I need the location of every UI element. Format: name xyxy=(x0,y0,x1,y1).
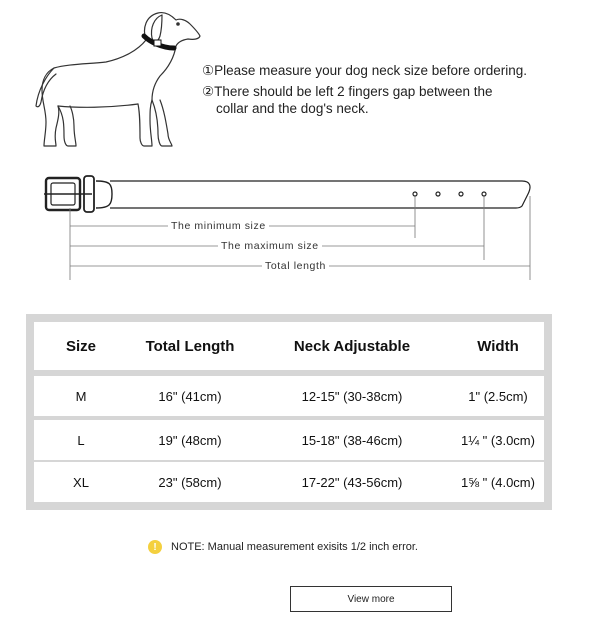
size-cell: L xyxy=(77,432,85,448)
instruction-line-1: ①Please measure your dog neck size befor… xyxy=(202,63,528,78)
instruction-line-3: collar and the dog's neck. xyxy=(216,101,369,116)
table-row: M 16" (41cm) 12-15" (30-38cm) 1" (2.5cm) xyxy=(34,376,544,416)
measurement-note: ! NOTE: Manual measurement exisits 1/2 i… xyxy=(148,538,418,556)
total-length-cell: 23" (58cm) xyxy=(158,474,222,490)
collar-measurement-diagram: The minimum size The maximum size Total … xyxy=(40,172,540,282)
total-length-cell: 16" (41cm) xyxy=(158,388,222,404)
size-cell: M xyxy=(75,388,87,404)
width-cell: 1¼ " (3.0cm) xyxy=(461,432,535,448)
width-cell: 1⅝ " (4.0cm) xyxy=(461,474,535,490)
collar-on-dog xyxy=(141,33,177,51)
neck-adjustable-cell: 17-22" (43-56cm) xyxy=(301,474,403,490)
neck-adjustable-cell: 15-18" (38-46cm) xyxy=(301,432,403,448)
table-row: XL 23" (58cm) 17-22" (43-56cm) 1⅝ " (4.0… xyxy=(34,462,544,502)
header-size: Size xyxy=(65,337,96,355)
size-table: Size Total Length Neck Adjustable Width … xyxy=(26,314,552,510)
header-total-length: Total Length xyxy=(145,337,235,355)
total-length-label: Total length xyxy=(262,260,329,272)
note-text: NOTE: Manual measurement exisits 1/2 inc… xyxy=(171,541,418,553)
table-header-row: Size Total Length Neck Adjustable Width xyxy=(34,322,544,370)
header-neck-adjustable: Neck Adjustable xyxy=(293,337,411,355)
warning-icon: ! xyxy=(148,540,162,554)
header-width: Width xyxy=(477,337,519,355)
neck-adjustable-cell: 12-15" (30-38cm) xyxy=(301,388,403,404)
maximum-size-label: The maximum size xyxy=(218,240,322,252)
total-length-cell: 19" (48cm) xyxy=(158,432,222,448)
minimum-size-label: The minimum size xyxy=(168,220,269,232)
dog-illustration xyxy=(35,11,201,147)
instruction-line-2: ②There should be left 2 fingers gap betw… xyxy=(202,84,493,99)
table-row: L 19" (48cm) 15-18" (38-46cm) 1¼ " (3.0c… xyxy=(34,420,544,460)
width-cell: 1" (2.5cm) xyxy=(468,388,528,404)
view-more-button[interactable]: View more xyxy=(290,586,452,612)
size-cell: XL xyxy=(73,474,89,490)
